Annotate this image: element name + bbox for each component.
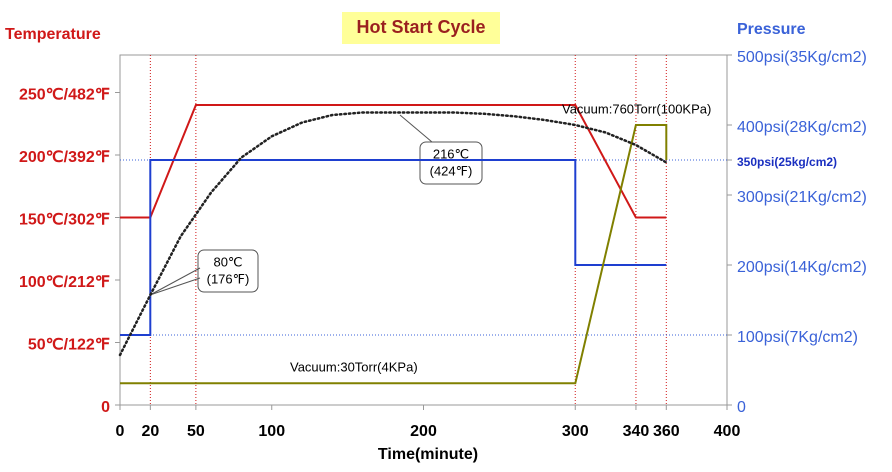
y-axis-title: Temperature: [5, 26, 101, 43]
x-tick-label: 360: [653, 423, 680, 440]
y-tick-label: 250℃/482℉: [19, 87, 110, 104]
x-tick-label: 340: [623, 423, 650, 440]
y2-tick-label: 0: [737, 399, 746, 416]
x-axis-title: Time(minute): [378, 446, 478, 463]
series-line: [120, 104, 667, 219]
y-tick-label: 0: [101, 399, 110, 416]
y2-tick-label: 350psi(25kg/cm2): [737, 155, 837, 169]
callout-pointer: [399, 114, 433, 143]
y-tick-label: 100℃/212℉: [19, 274, 110, 291]
series-line: [120, 124, 668, 385]
y2-tick-label: 200psi(14Kg/cm2): [737, 259, 867, 276]
series-line: [120, 159, 667, 336]
annotation: 80℃: [213, 254, 242, 269]
x-tick-label: 50: [187, 423, 205, 440]
x-tick-label: 400: [714, 423, 741, 440]
y-tick-label: 200℃/392℉: [19, 149, 110, 166]
x-tick-label: 300: [562, 423, 589, 440]
annotation: (176℉): [207, 271, 250, 286]
x-tick-label: 20: [141, 423, 159, 440]
callout-pointer: [149, 277, 201, 296]
y-tick-label: 150℃/302℉: [19, 212, 110, 229]
y2-tick-label: 500psi(35Kg/cm2): [737, 49, 867, 66]
series-line: [118, 111, 668, 357]
x-tick-label: 0: [116, 423, 125, 440]
x-tick-label: 100: [258, 423, 285, 440]
annotation: 216℃: [433, 146, 469, 161]
callout-pointer: [149, 267, 201, 296]
y2-tick-label: 300psi(21Kg/cm2): [737, 189, 867, 206]
annotation: Vacuum:760Torr(100KPa): [562, 101, 711, 116]
y-tick-label: 50℃/122℉: [28, 337, 110, 354]
callout-box: [419, 141, 483, 185]
y2-tick-label: 400psi(28Kg/cm2): [737, 119, 867, 136]
chart-title: Hot Start Cycle: [356, 17, 485, 37]
x-tick-label: 200: [410, 423, 437, 440]
title-background: [342, 12, 500, 44]
annotation: Vacuum:30Torr(4KPa): [290, 359, 418, 374]
y2-tick-label: 100psi(7Kg/cm2): [737, 329, 858, 346]
y2-axis-title: Pressure: [737, 21, 806, 38]
annotation: (424℉): [430, 163, 473, 178]
callout-box: [197, 249, 259, 293]
